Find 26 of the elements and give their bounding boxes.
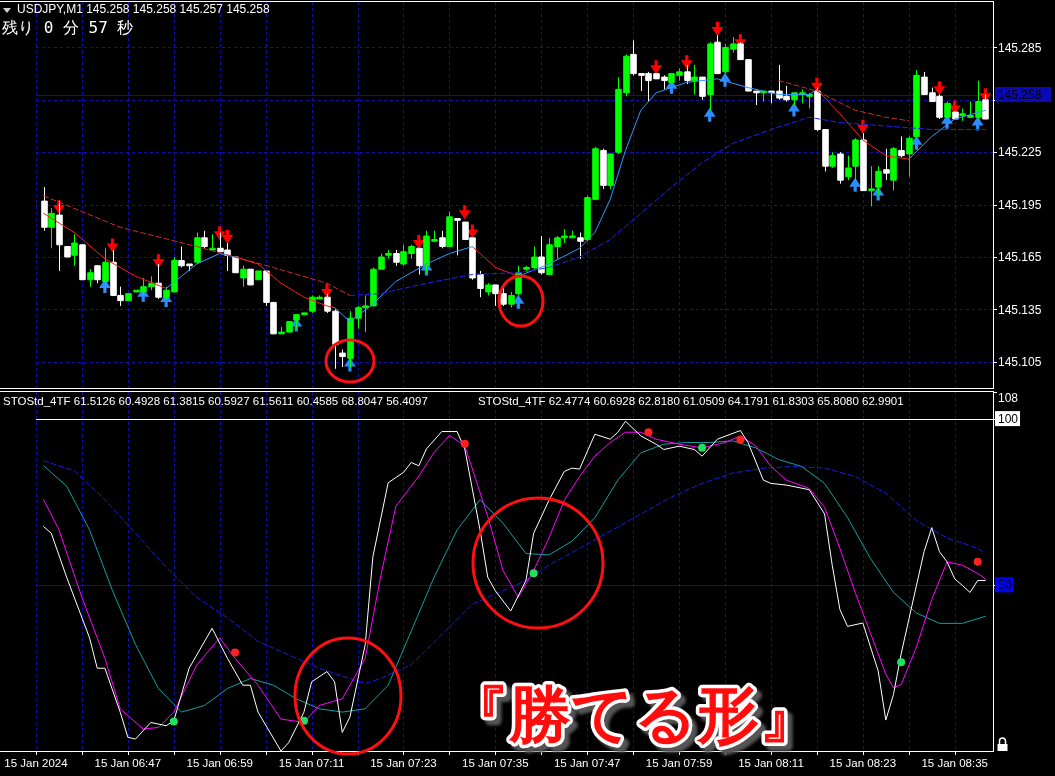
x-tick-label: 15 Jan 08:11 [738,757,804,769]
y-tick-label: 145.195 [998,197,1042,212]
y-tick-label: 100 [998,411,1019,426]
chart-title: USDJPY,M1 145.258 145.258 145.257 145.258 [17,2,270,16]
y-tick-label: 145.285 [998,40,1042,55]
chart-title: STOStd_4TF 61.5126 60.4928 61.3815 60.5927 61.5611 60.4585 68.8047 56.4097 [3,395,428,407]
x-tick-label: 15 Jan 07:23 [370,757,437,769]
x-tick-label: 15 Jan 07:35 [462,757,529,769]
y-tick-label: 50 [998,578,1012,592]
annotation: 『勝てる形』 [447,678,821,751]
y-tick-label: 145.165 [998,250,1042,265]
x-tick-label: 15 Jan 07:47 [553,757,621,769]
chart-subtitle: STOStd_4TF 62.4774 60.6928 62.8180 61.0509 64.1791 61.8303 65.8080 62.9901 [478,395,904,407]
y-tick-label: 108 [998,390,1019,405]
y-tick-label: 145.105 [998,355,1042,369]
x-tick-label: 15 Jan 06:47 [94,757,162,769]
x-tick-label: 15 Jan 07:59 [645,757,713,769]
y-tick-label: 145.225 [998,145,1042,160]
text: 残り 0 分 57 秒 [2,18,134,37]
x-tick-label: 15 Jan 2024 [4,757,69,769]
y-tick-label: 145.135 [998,302,1042,317]
x-tick-label: 15 Jan 06:59 [186,757,253,769]
x-tick-label: 15 Jan 08:23 [829,757,897,769]
x-tick-label: 15 Jan 07:11 [278,757,345,769]
x-tick-label: 15 Jan 08:35 [921,757,988,769]
ref-line-label: 145.258 [998,87,1042,102]
